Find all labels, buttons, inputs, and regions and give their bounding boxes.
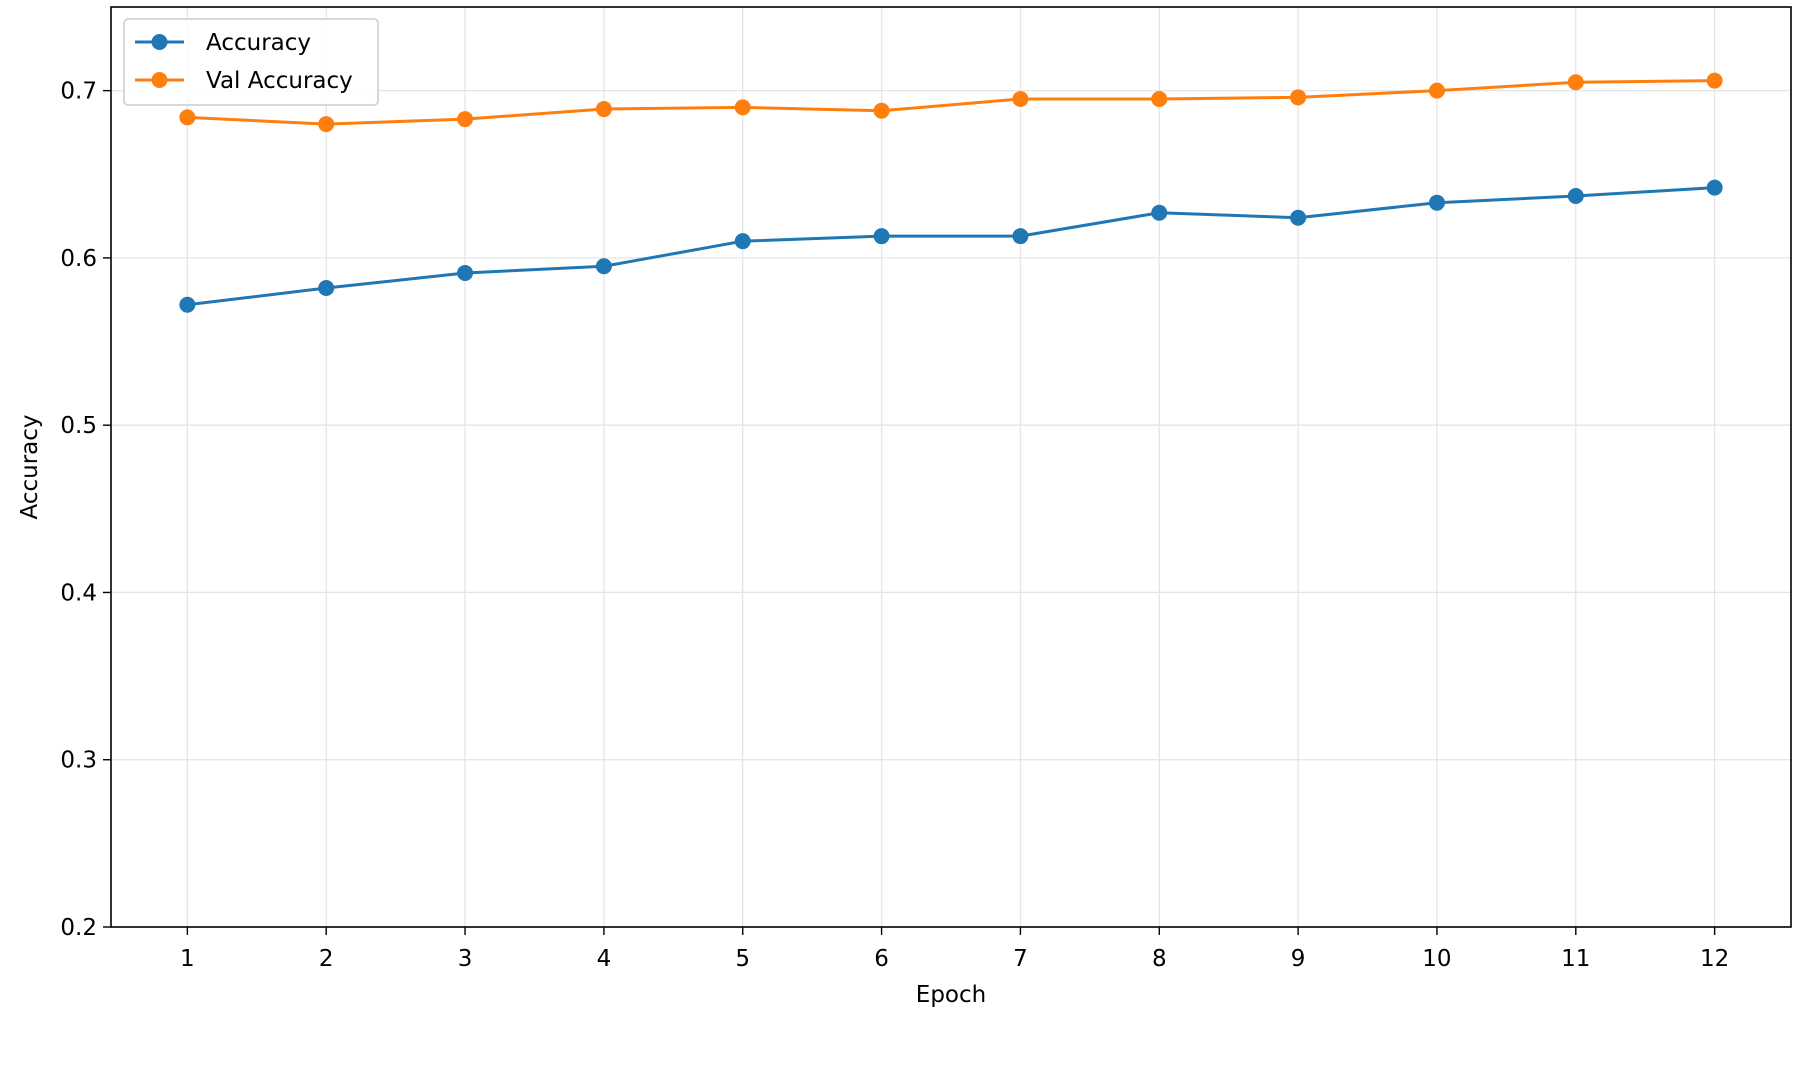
series-val-accuracy: [179, 72, 1723, 133]
data-point: [1567, 188, 1584, 205]
legend: Accuracy Val Accuracy: [123, 18, 379, 106]
x-tick-label: 8: [1152, 946, 1167, 972]
data-point: [1567, 74, 1584, 91]
legend-label: Accuracy: [206, 30, 311, 56]
legend-entries: Accuracy Val Accuracy: [135, 30, 353, 94]
y-tick-label: 0.4: [60, 580, 97, 606]
data-point: [1151, 204, 1168, 221]
data-point: [1290, 209, 1307, 226]
data-point: [873, 102, 890, 119]
legend-box: [123, 18, 379, 106]
data-point: [1290, 89, 1307, 106]
data-point: [179, 296, 196, 313]
data-point: [318, 116, 335, 133]
x-tick-label: 4: [597, 946, 612, 972]
legend-label: Val Accuracy: [206, 68, 353, 94]
series-accuracy: [179, 179, 1723, 313]
legend-entry: Accuracy: [135, 30, 311, 56]
data-point: [1012, 228, 1029, 245]
data-point: [595, 101, 612, 118]
x-tick-label: 11: [1561, 946, 1590, 972]
data-point: [595, 258, 612, 275]
data-point: [318, 280, 335, 297]
legend-swatch-marker: [151, 72, 168, 88]
data-point: [734, 233, 751, 250]
data-point: [1012, 91, 1029, 107]
y-tick-label: 0.2: [60, 915, 97, 941]
data-point: [734, 99, 751, 116]
y-tick-label: 0.3: [60, 748, 97, 774]
x-tick-label: 12: [1700, 946, 1729, 972]
x-tick-label: 5: [735, 946, 750, 972]
y-tick-label: 0.7: [60, 79, 97, 105]
ticks-layer: 1 2 3 4 5 6 7 8 9 10 11 120.20.30.40.50.60.7: [60, 79, 1729, 972]
x-tick-label: 6: [874, 946, 889, 972]
data-point: [457, 111, 474, 128]
data-point: [1428, 194, 1445, 211]
x-tick-label: 3: [458, 946, 473, 972]
x-axis-label: Epoch: [916, 982, 986, 1008]
data-point: [457, 264, 474, 281]
data-point: [179, 109, 196, 126]
series-layer: [179, 72, 1723, 313]
grid-layer: [111, 7, 1791, 928]
legend-entry: Val Accuracy: [135, 68, 353, 94]
data-point: [873, 228, 890, 245]
series-line: [187, 79, 1715, 126]
x-tick-label: 10: [1422, 946, 1451, 972]
data-point: [1706, 179, 1723, 196]
y-axis-label: Accuracy: [17, 414, 43, 519]
x-tick-label: 7: [1013, 946, 1028, 972]
x-tick-label: 1: [180, 946, 195, 972]
data-point: [1151, 91, 1168, 107]
y-tick-label: 0.5: [60, 413, 97, 439]
x-tick-label: 9: [1291, 946, 1306, 972]
data-point: [1706, 72, 1723, 89]
legend-swatch-marker: [151, 34, 168, 50]
plot-frame: [110, 6, 1792, 928]
series-line: [187, 186, 1715, 307]
y-tick-label: 0.6: [60, 246, 97, 272]
x-tick-label: 2: [319, 946, 334, 972]
data-point: [1428, 82, 1445, 99]
